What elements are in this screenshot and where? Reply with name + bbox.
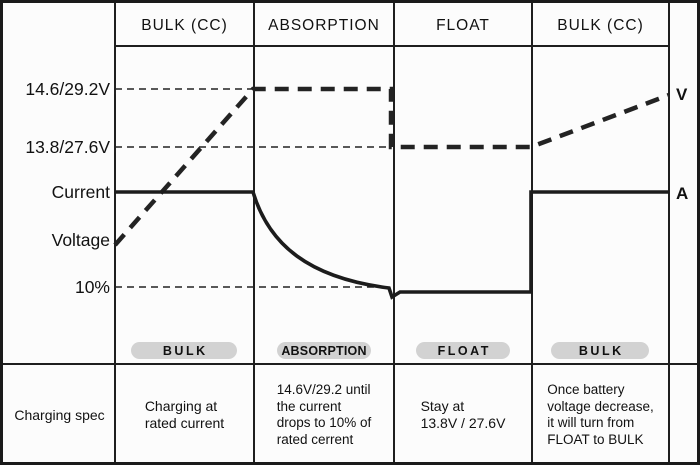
spec-cell-float-text: Stay at 13.8V / 27.6V — [420, 398, 506, 431]
axis-label-absorption-voltage: 14.6/29.2V — [25, 79, 110, 99]
spec-cell-bulk-1-text: Charging at rated current — [144, 398, 225, 431]
stage-header-bulk-2: BULK (CC) — [557, 17, 644, 34]
axis-label-float-voltage: 13.8/27.6V — [25, 137, 110, 157]
current-curve — [115, 190, 669, 300]
spec-cell-bulk-2-text: Once battery voltage decrease, it will t… — [547, 382, 654, 447]
stage-header-float: FLOAT — [436, 17, 490, 34]
spec-cell-float: Stay at 13.8V / 27.6V — [395, 368, 531, 462]
badge-bulk-1: BULK — [131, 342, 237, 359]
spec-cell-absorption: 14.6V/29.2 until the current drops to 10… — [255, 368, 393, 462]
badge-absorption: ABSORPTION — [277, 342, 371, 359]
spec-row-label: Charging spec — [5, 368, 114, 462]
spec-cell-absorption-text: 14.6V/29.2 until the current drops to 10… — [276, 382, 372, 447]
axis-label-current: Current — [51, 182, 110, 202]
spec-cell-bulk-1: Charging at rated current — [116, 368, 253, 462]
stage-header-bulk-1: BULK (CC) — [141, 17, 228, 34]
axis-label-voltage: Voltage — [51, 230, 110, 250]
axis-label-v: V — [676, 85, 688, 104]
axis-label-ten-percent: 10% — [74, 277, 110, 297]
badge-float: FLOAT — [416, 342, 510, 359]
grid-hline-table-divider — [3, 363, 697, 365]
grid-hline-header-bottom — [114, 45, 670, 47]
axis-label-a: A — [676, 184, 689, 203]
grid-vline-right-axis — [668, 3, 670, 462]
spec-row-label-text: Charging spec — [14, 406, 105, 423]
voltage-curve — [113, 86, 670, 247]
stage-header-absorption: ABSORPTION — [268, 17, 380, 34]
spec-cell-bulk-2: Once battery voltage decrease, it will t… — [533, 368, 668, 462]
badge-bulk-2: BULK — [551, 342, 649, 359]
